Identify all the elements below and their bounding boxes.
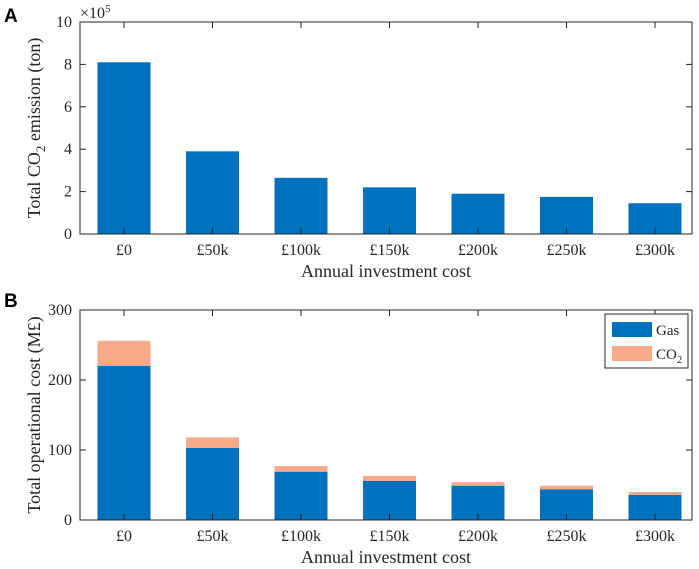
chart-b-bar-co2 <box>363 475 416 481</box>
chart-b-xtick-label: £0 <box>116 528 132 545</box>
chart-b-bars <box>97 340 682 520</box>
chart-b-yticks: 0 100 200 300 <box>48 302 692 529</box>
chart-a-scale-exponent: ×105 <box>80 3 111 22</box>
chart-b-bar-co2 <box>186 437 239 448</box>
chart-b-xtick-label: £150k <box>370 528 410 545</box>
panel-letter-a: A <box>4 6 18 27</box>
chart-b-xtick-label: £250k <box>547 528 587 545</box>
chart-b-bar-gas <box>97 366 151 520</box>
chart-b-xtick-label: £50k <box>197 528 229 545</box>
chart-b-bar-co2 <box>274 466 328 472</box>
chart-a-yticks: 0 2 4 6 8 10 <box>56 14 692 243</box>
chart-a-axes-box <box>79 21 693 235</box>
chart-b-ylabel: Total operational cost (M£) <box>24 316 45 513</box>
panel-letter-b: B <box>4 291 18 312</box>
chart-b-bar-co2 <box>97 340 151 366</box>
chart-a-bar <box>451 193 505 234</box>
chart-b-ytick-label: 100 <box>48 442 72 459</box>
legend-swatch-gas <box>612 322 652 337</box>
chart-a-bar <box>186 151 239 234</box>
chart-b-bar-co2 <box>451 482 505 486</box>
chart-a-bar <box>363 187 416 234</box>
chart-a-ytick-label: 0 <box>64 226 72 243</box>
chart-a-ytick-label: 2 <box>64 184 72 201</box>
chart-b-xticks: £0 £50k £100k £150k £200k £250k £300k <box>116 310 675 545</box>
legend-label-co2: CO2 <box>656 347 682 366</box>
chart-b-bar-co2 <box>628 492 682 495</box>
chart-a-xtick-label: £150k <box>370 242 410 259</box>
chart-a-xlabel: Annual investment cost <box>301 261 471 281</box>
chart-b-ytick-label: 300 <box>48 302 72 319</box>
chart-a-ytick-label: 10 <box>56 14 72 31</box>
chart-a-xtick-label: £300k <box>635 242 675 259</box>
chart-a-bar <box>97 62 151 234</box>
legend-swatch-co2 <box>612 346 652 361</box>
chart-b-bar-gas <box>363 480 416 520</box>
chart-a-xticks: £0 £50k £100k £150k £200k £250k £300k <box>116 22 675 259</box>
chart-b-bar-gas <box>186 447 239 520</box>
chart-b-xlabel: Annual investment cost <box>301 547 471 567</box>
chart-b-xtick-label: £100k <box>281 528 321 545</box>
legend-label-gas: Gas <box>656 323 679 339</box>
chart-b-bar-gas <box>274 471 328 520</box>
chart-a-xtick-label: £250k <box>547 242 587 259</box>
chart-b: 0 100 200 300 £0 £50k £100k £150k £200k £250k £30… <box>24 302 693 567</box>
chart-b-ytick-label: 200 <box>48 372 72 389</box>
chart-a-xtick-label: £100k <box>281 242 321 259</box>
chart-a-ytick-label: 8 <box>64 56 72 73</box>
chart-b-xtick-label: £200k <box>458 528 498 545</box>
chart-a-xtick-label: £50k <box>197 242 229 259</box>
chart-b-legend: Gas CO2 <box>604 313 689 369</box>
chart-a-ytick-label: 4 <box>64 141 72 158</box>
chart-a-ytick-label: 6 <box>64 99 72 116</box>
chart-b-xtick-label: £300k <box>635 528 675 545</box>
chart-a-xtick-label: £0 <box>116 242 132 259</box>
chart-a-ylabel: Total CO2 emission (ton) <box>24 38 48 219</box>
chart-a-xtick-label: £200k <box>458 242 498 259</box>
chart-b-axes-box <box>79 309 693 521</box>
chart-b-bar-co2 <box>540 485 593 490</box>
chart-a-bars <box>97 62 682 234</box>
chart-b-ytick-label: 0 <box>64 512 72 529</box>
chart-a-bar <box>274 177 328 234</box>
chart-a-bar <box>540 196 593 234</box>
